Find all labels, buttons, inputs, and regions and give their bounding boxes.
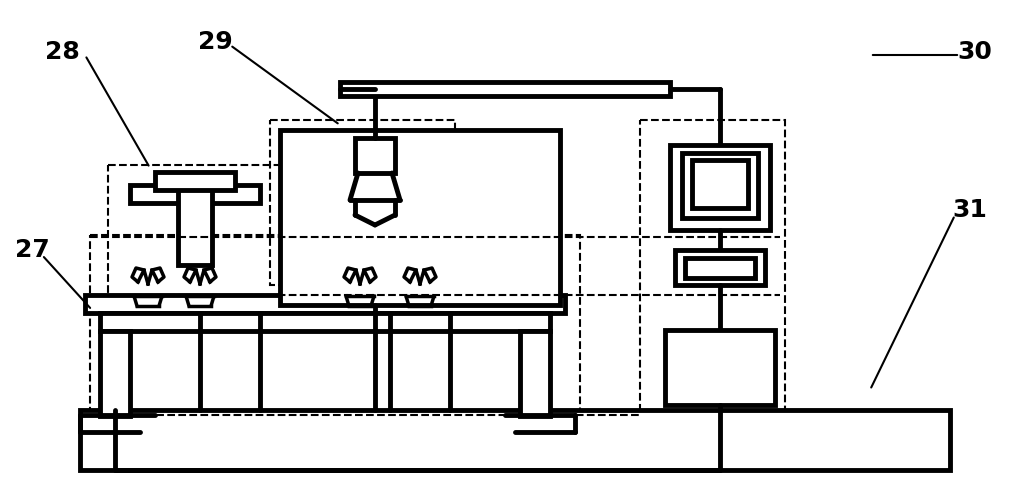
Bar [670, 145, 770, 230]
Bar [108, 165, 293, 320]
Bar [685, 258, 755, 278]
Bar [675, 250, 765, 285]
Bar [682, 153, 757, 218]
Text: 30: 30 [958, 40, 993, 64]
Bar [100, 313, 550, 331]
Bar [178, 185, 212, 265]
Bar [270, 120, 455, 285]
Bar [640, 120, 785, 430]
Text: 31: 31 [953, 198, 988, 222]
Bar [665, 330, 775, 405]
Bar [280, 130, 560, 305]
Text: 28: 28 [44, 40, 79, 64]
Bar [155, 172, 235, 190]
Bar [340, 82, 670, 96]
Text: 27: 27 [14, 238, 50, 262]
Bar [520, 331, 550, 416]
Bar [85, 295, 565, 313]
Bar [692, 160, 748, 208]
Bar [80, 410, 950, 470]
Bar [90, 235, 580, 420]
Bar [130, 185, 260, 203]
Bar [100, 331, 130, 416]
Bar [355, 138, 395, 173]
Text: 29: 29 [197, 30, 232, 54]
